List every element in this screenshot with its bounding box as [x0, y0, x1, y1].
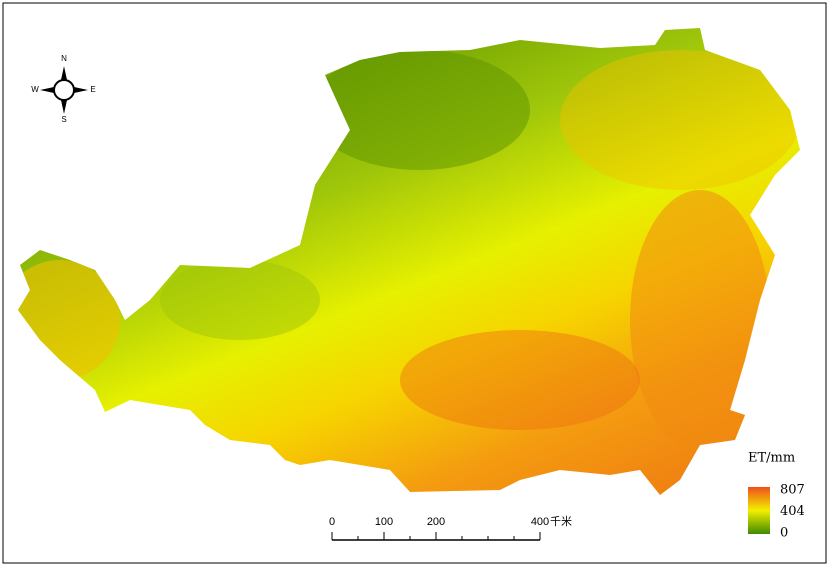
- legend-title: ET/mm: [748, 451, 795, 466]
- legend-label: 404: [780, 504, 805, 519]
- scale-label: 200: [427, 516, 445, 528]
- north-arrow: N S W E: [31, 54, 95, 124]
- legend-label: 0: [780, 526, 788, 541]
- scale-label: 0: [329, 516, 335, 528]
- compass-e: E: [90, 85, 95, 94]
- scale-label: 100: [375, 516, 393, 528]
- compass-s: S: [61, 115, 66, 124]
- legend-ramp: [748, 487, 770, 534]
- compass-w: W: [31, 85, 39, 94]
- legend-label: 807: [780, 483, 805, 498]
- compass-n: N: [61, 54, 67, 63]
- scale-label: 400: [531, 516, 549, 528]
- scale-unit: 千米: [550, 515, 572, 528]
